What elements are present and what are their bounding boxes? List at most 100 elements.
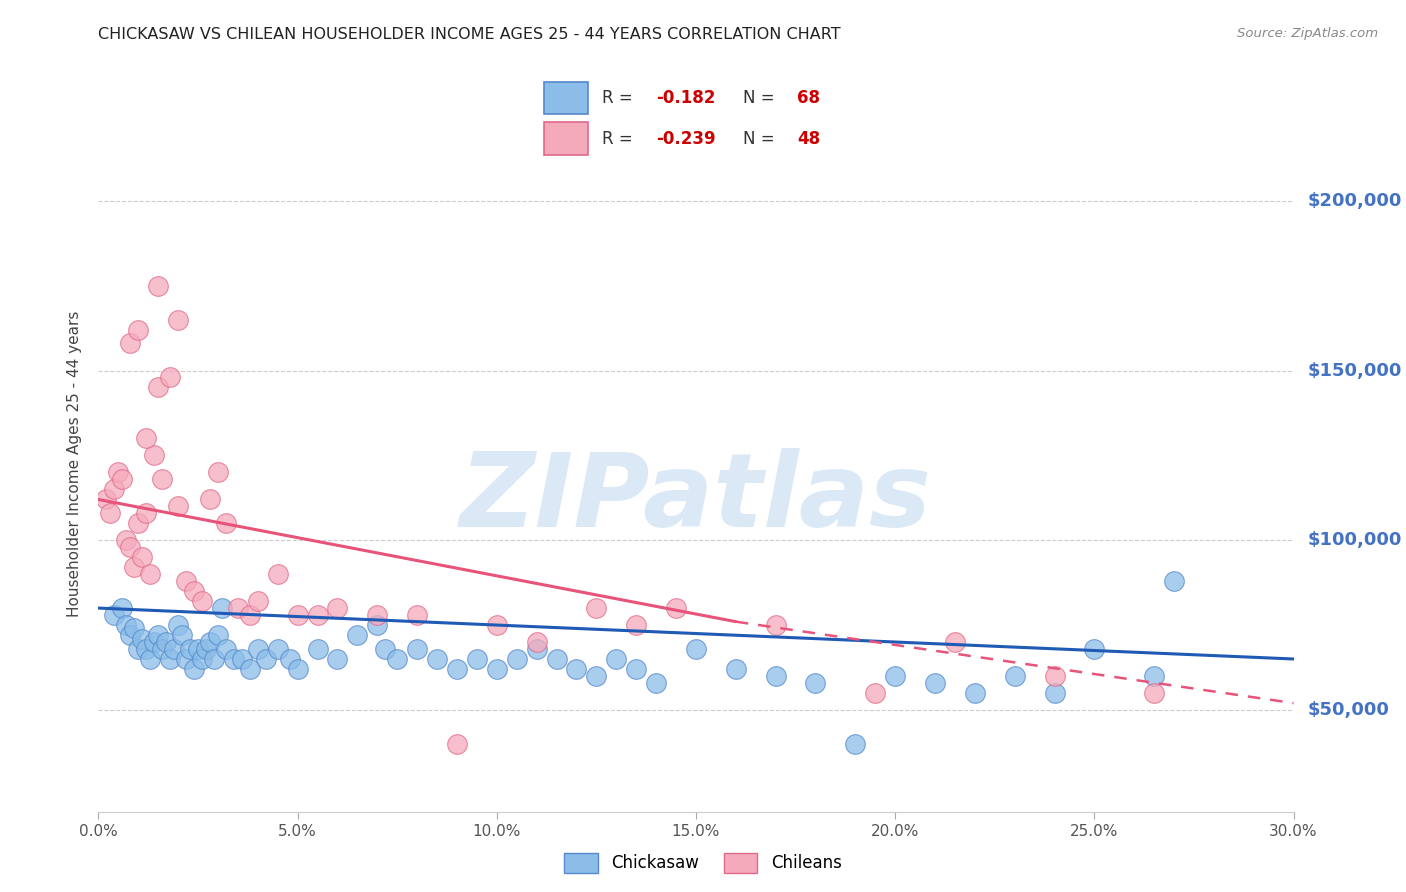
Point [124, 622, 146, 636]
Point [143, 448, 166, 462]
Text: R =: R = [602, 129, 638, 147]
Point [120, 540, 142, 554]
Point [148, 278, 170, 293]
Point [1163, 574, 1185, 588]
Point [187, 641, 209, 656]
Point [465, 652, 488, 666]
Point [198, 635, 221, 649]
Point [624, 618, 647, 632]
Point [804, 675, 827, 690]
Point [96, 492, 118, 507]
Point [765, 669, 787, 683]
Point [159, 370, 181, 384]
Point [139, 567, 162, 582]
Point [115, 533, 138, 548]
Point [1043, 686, 1066, 700]
Point [215, 641, 238, 656]
Text: -0.239: -0.239 [655, 129, 716, 147]
Point [202, 652, 225, 666]
Point [191, 652, 214, 666]
Point [111, 472, 134, 486]
Text: $200,000: $200,000 [1308, 192, 1402, 210]
Point [135, 506, 157, 520]
Y-axis label: Householder Income Ages 25 - 44 years: Householder Income Ages 25 - 44 years [67, 310, 83, 617]
Point [765, 618, 787, 632]
Point [526, 641, 548, 656]
Text: $100,000: $100,000 [1308, 532, 1402, 549]
Point [127, 641, 149, 656]
Point [120, 336, 142, 351]
Point [1143, 669, 1166, 683]
Point [191, 594, 214, 608]
Point [207, 628, 229, 642]
Point [526, 635, 548, 649]
Point [103, 483, 125, 497]
Point [148, 380, 170, 394]
Point [278, 652, 301, 666]
Point [307, 641, 329, 656]
Point [183, 584, 205, 599]
Point [267, 641, 290, 656]
Text: R =: R = [602, 89, 638, 107]
FancyBboxPatch shape [544, 82, 588, 114]
Point [1004, 669, 1026, 683]
Point [98, 506, 122, 520]
Point [366, 607, 388, 622]
Text: Source: ZipAtlas.com: Source: ZipAtlas.com [1237, 27, 1378, 40]
Point [115, 618, 138, 632]
Point [406, 641, 429, 656]
Point [446, 737, 468, 751]
Point [267, 567, 290, 582]
Point [1083, 641, 1105, 656]
Point [195, 641, 218, 656]
Point [131, 550, 153, 565]
Point [307, 607, 329, 622]
Point [246, 641, 269, 656]
Point [287, 662, 309, 676]
Point [374, 641, 396, 656]
Point [485, 618, 508, 632]
Point [120, 628, 142, 642]
Point [645, 675, 668, 690]
Point [167, 500, 190, 514]
Legend: Chickasaw, Chileans: Chickasaw, Chileans [558, 847, 848, 880]
Point [124, 560, 146, 574]
Point [174, 652, 197, 666]
Point [179, 641, 201, 656]
Point [546, 652, 568, 666]
Point [665, 601, 688, 615]
Point [624, 662, 647, 676]
Text: ZIPatlas: ZIPatlas [460, 448, 932, 549]
Point [143, 635, 166, 649]
Point [207, 466, 229, 480]
Point [685, 641, 707, 656]
Text: $150,000: $150,000 [1308, 361, 1402, 379]
Text: -0.182: -0.182 [655, 89, 716, 107]
Point [585, 669, 607, 683]
Point [844, 737, 866, 751]
Point [222, 652, 245, 666]
Point [150, 641, 173, 656]
Text: N =: N = [744, 129, 780, 147]
Point [254, 652, 277, 666]
Point [159, 652, 181, 666]
Point [131, 632, 153, 646]
Point [884, 669, 907, 683]
Text: 68: 68 [797, 89, 821, 107]
Point [127, 516, 149, 531]
Point [239, 662, 262, 676]
Point [1143, 686, 1166, 700]
Point [963, 686, 986, 700]
Point [211, 601, 233, 615]
Point [183, 662, 205, 676]
Point [215, 516, 238, 531]
Point [506, 652, 529, 666]
Point [385, 652, 409, 666]
Point [148, 628, 170, 642]
Point [167, 618, 190, 632]
Point [174, 574, 197, 588]
Point [246, 594, 269, 608]
Point [326, 601, 349, 615]
Point [198, 492, 221, 507]
Point [924, 675, 946, 690]
